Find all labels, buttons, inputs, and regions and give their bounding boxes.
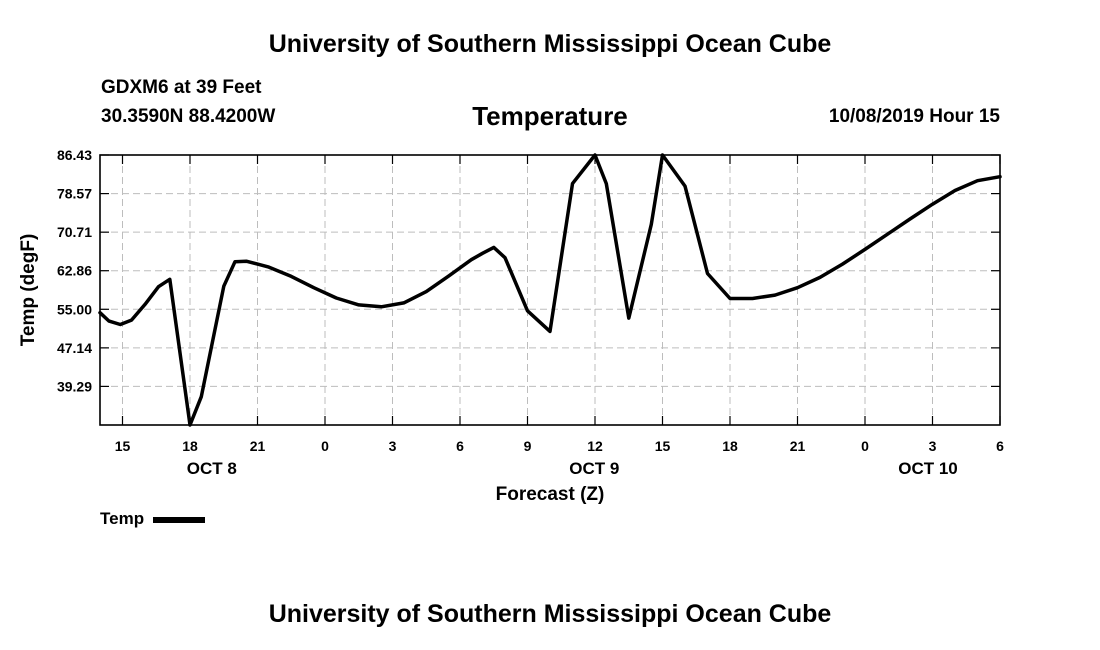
x-axis-label: Forecast (Z): [496, 484, 605, 505]
y-axis-label: Temp (degF): [18, 234, 39, 347]
temp-series-line: [98, 153, 1002, 427]
forecast-datetime: 10/08/2019 Hour 15: [828, 106, 1000, 127]
x-tick-label: 6: [996, 438, 1004, 454]
axis-layer: 86.43 78.57 70.71 62.86 55.00 47.14 39.29 15 18 2…: [57, 147, 1004, 478]
x-tick-label: 0: [861, 438, 869, 454]
x-tick-label: 3: [389, 438, 397, 454]
grid-layer: [100, 154, 1000, 425]
y-tick-label: 70.71: [57, 224, 92, 240]
legend: Temp: [100, 509, 206, 529]
y-tick-label: 55.00: [57, 301, 92, 317]
line-layer: [98, 153, 1002, 427]
plot-frame: [99, 154, 1001, 426]
legend-line-swatch: [153, 517, 206, 523]
x-day-label: OCT 9: [569, 459, 619, 478]
station-name: GDXM6 at 39 Feet: [101, 77, 262, 98]
x-tick-label: 18: [182, 438, 198, 454]
x-day-label: OCT 8: [187, 459, 237, 478]
legend-label: Temp: [100, 509, 145, 528]
y-tick-label: 86.43: [57, 147, 92, 163]
x-tick-label: 18: [722, 438, 738, 454]
header-title: University of Southern Mississippi Ocean…: [268, 30, 832, 58]
y-tick-label: 47.14: [57, 340, 92, 356]
x-tick-label: 21: [250, 438, 266, 454]
station-coordinates: 30.3590N 88.4200W: [101, 106, 276, 127]
x-day-label: OCT 10: [898, 459, 958, 478]
x-tick-label: 9: [524, 438, 532, 454]
x-tick-label: 12: [587, 438, 603, 454]
x-tick-label: 21: [790, 438, 806, 454]
chart-title: Temperature: [472, 101, 628, 131]
x-tick-label: 15: [115, 438, 131, 454]
y-tick-label: 62.86: [57, 263, 92, 279]
x-tick-label: 15: [655, 438, 671, 454]
x-tick-label: 0: [321, 438, 329, 454]
x-tick-label: 3: [929, 438, 937, 454]
y-tick-label: 78.57: [57, 186, 92, 202]
y-tick-label: 39.29: [57, 378, 92, 394]
x-tick-label: 6: [456, 438, 464, 454]
footer-title: University of Southern Mississippi Ocean…: [268, 600, 832, 628]
